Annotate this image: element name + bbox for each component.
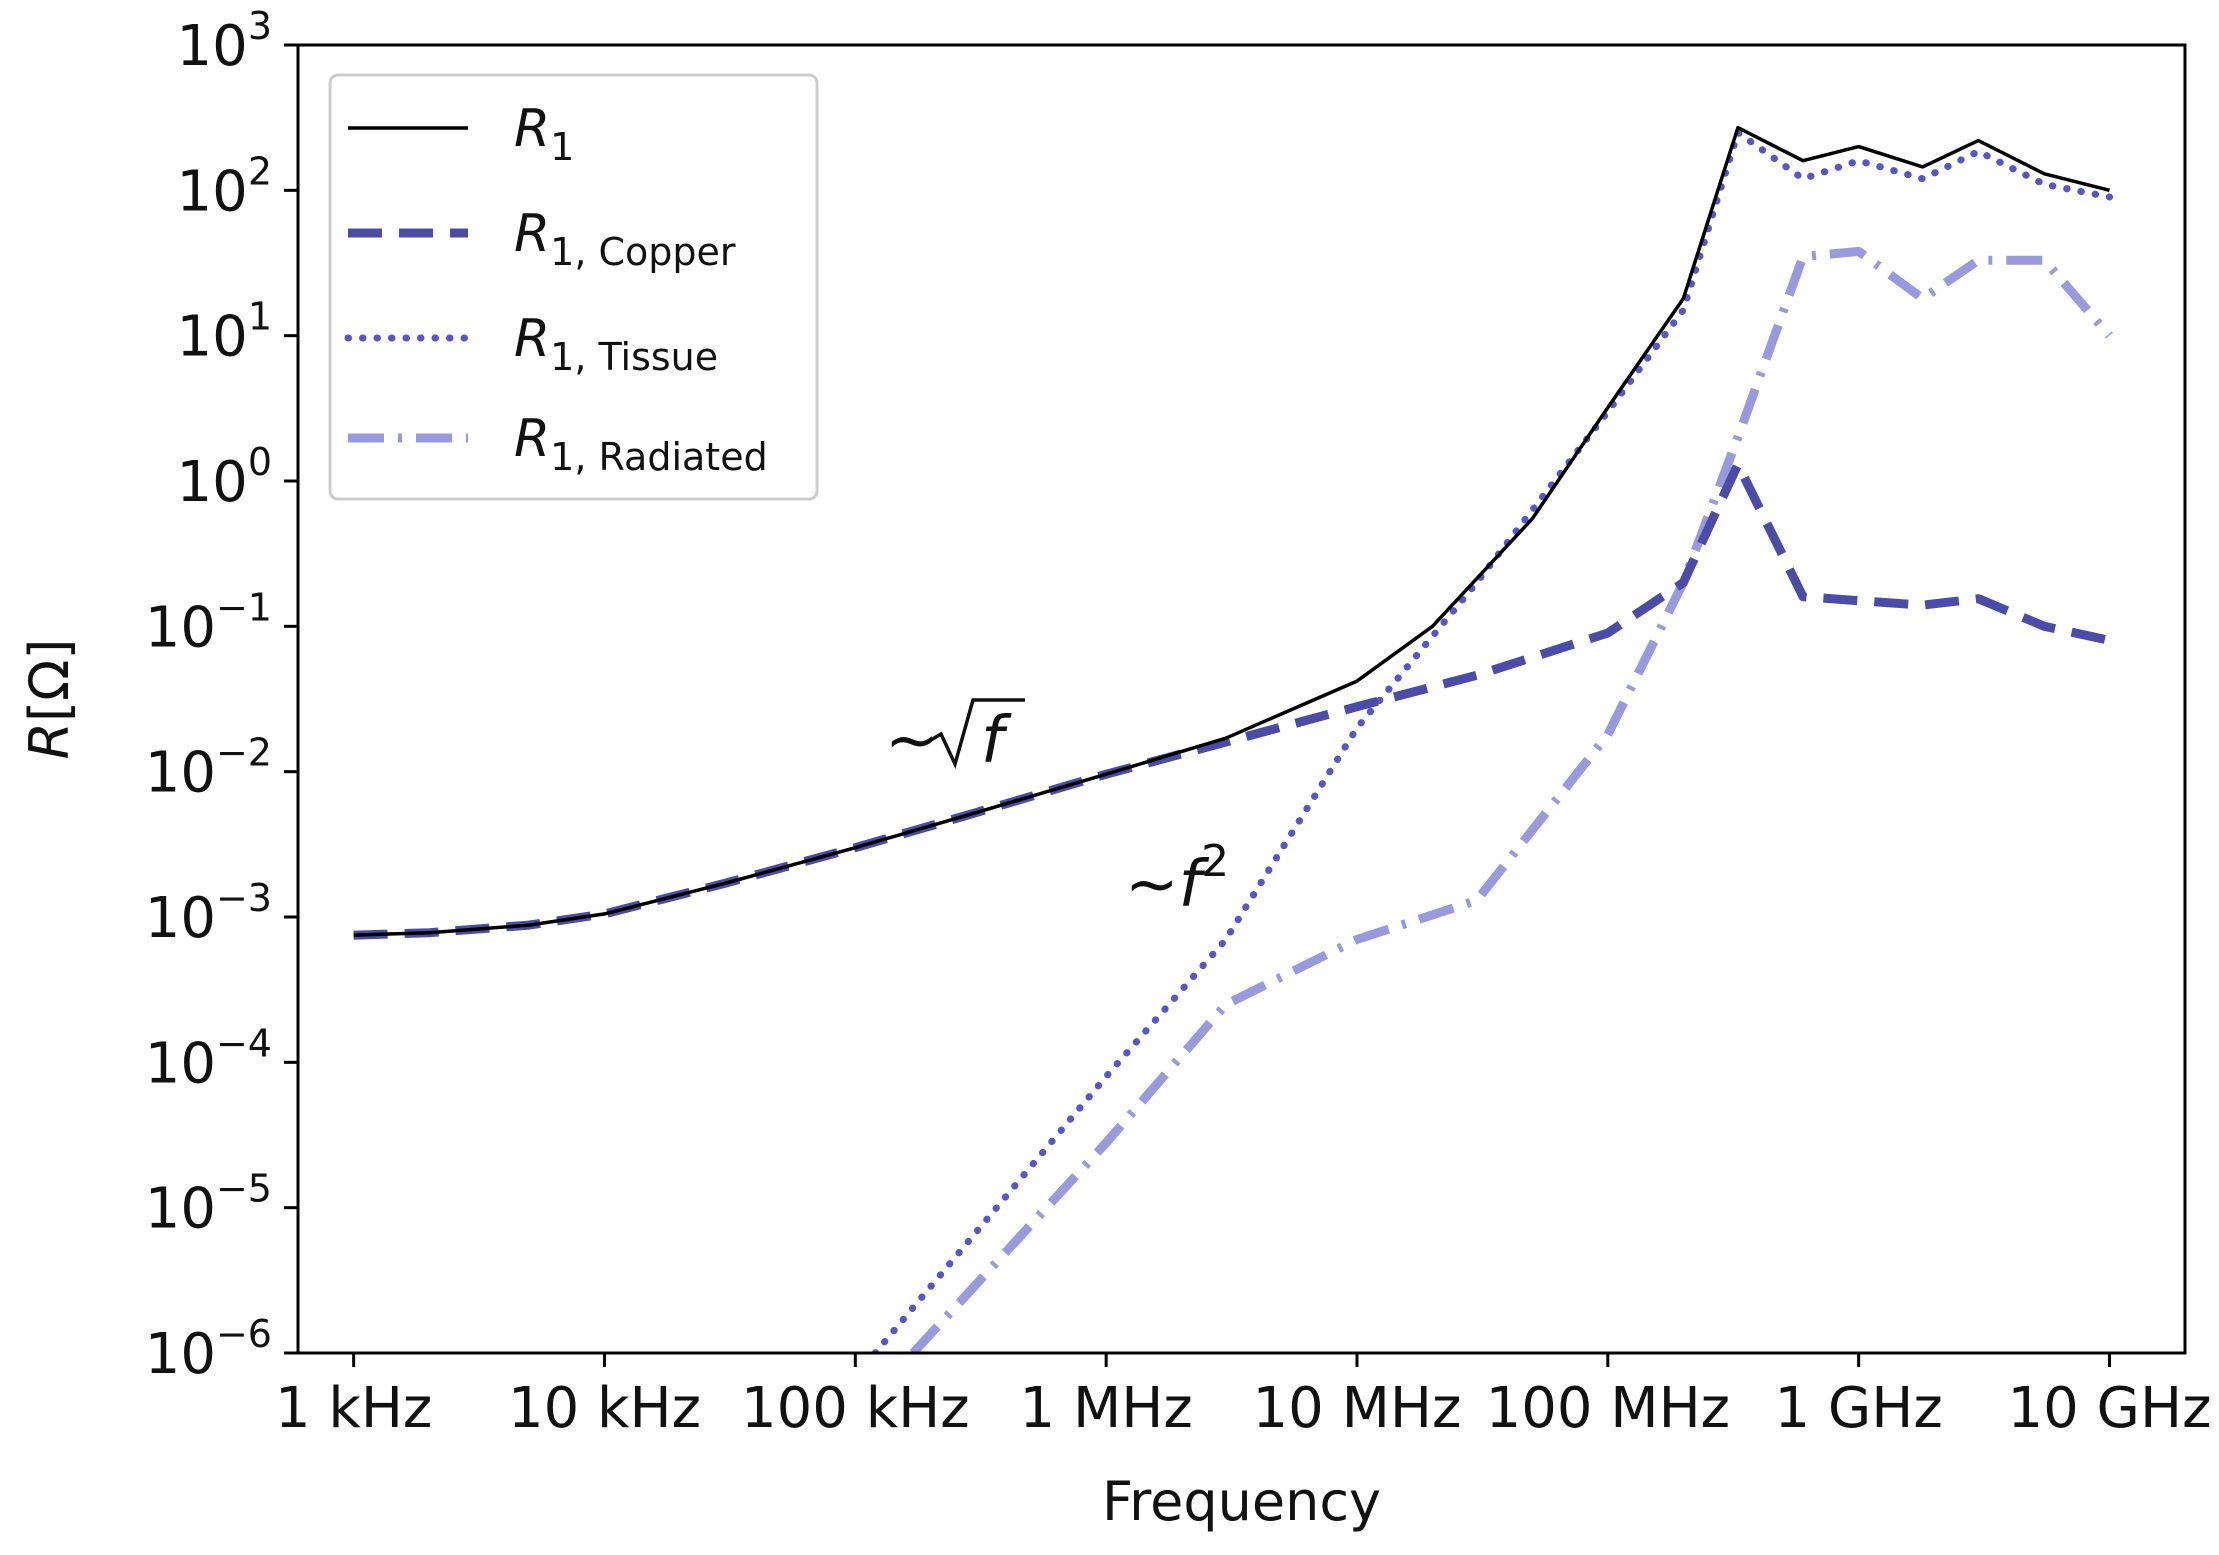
x-tick-label: 100 MHz xyxy=(1486,1376,1731,1441)
y-tick-label: 10−1 xyxy=(145,585,272,660)
x-tick-label: 10 kHz xyxy=(508,1376,701,1441)
x-tick-label: 100 kHz xyxy=(741,1376,970,1441)
legend-label-main: R xyxy=(514,309,550,369)
series-layer xyxy=(353,125,2113,1353)
y-tick-base: 10 xyxy=(145,595,216,660)
legend-label-main: R xyxy=(514,409,550,469)
y-tick-base: 10 xyxy=(145,886,216,951)
x-axis-title: Frequency xyxy=(1102,1470,1381,1533)
y-tick-exponent: 0 xyxy=(248,440,272,484)
series-line-r1-tissue xyxy=(871,129,2113,1353)
y-tick-exponent: −4 xyxy=(216,1021,272,1065)
y-tick-label: 10−6 xyxy=(145,1312,272,1387)
y-tick-exponent: −5 xyxy=(216,1167,272,1211)
legend-label-subscript: 1, Tissue xyxy=(550,335,718,379)
y-tick-base: 10 xyxy=(177,14,248,79)
axes-frame xyxy=(296,43,2187,1355)
y-tick-exponent: 3 xyxy=(248,4,272,48)
annotation-f-squared: ~f2 xyxy=(1125,836,1229,922)
annotation-f-squared-exponent: 2 xyxy=(1201,836,1229,887)
y-axis-title: R[Ω] xyxy=(18,639,81,760)
y-axis-title-group: R[Ω] xyxy=(18,639,81,760)
y-tick-label: 103 xyxy=(177,4,272,79)
x-tick-label: 1 kHz xyxy=(275,1376,432,1441)
legend-label: R1 xyxy=(514,99,574,169)
legend-label-main: R xyxy=(514,99,550,159)
x-tick-label: 10 GHz xyxy=(2008,1376,2212,1441)
legend-label-subscript: 1 xyxy=(550,125,574,169)
series-line-r1-radiated xyxy=(909,246,2113,1353)
legend-label: R1, Copper xyxy=(514,204,736,274)
y-tick-exponent: 2 xyxy=(248,149,272,193)
y-tick-label: 10−4 xyxy=(145,1021,272,1096)
y-tick-exponent: 1 xyxy=(248,295,272,339)
y-tick-label: 101 xyxy=(177,295,272,370)
annotation-sqrt-f-prefix: ~ xyxy=(885,704,939,778)
y-tick-label: 10−2 xyxy=(145,731,272,806)
annotation-f-squared-prefix: ~ xyxy=(1125,848,1179,922)
y-tick-exponent: −3 xyxy=(216,876,272,920)
y-tick-label: 10−5 xyxy=(145,1167,272,1242)
legend-label-subscript: 1, Radiated xyxy=(550,435,768,479)
y-tick-base: 10 xyxy=(145,1322,216,1387)
y-tick-label: 10−3 xyxy=(145,876,272,951)
y-axis-title-unit: [Ω] xyxy=(18,639,81,722)
legend-label: R1, Radiated xyxy=(514,409,768,479)
y-tick-base: 10 xyxy=(177,159,248,224)
x-tick-label: 1 GHz xyxy=(1774,1376,1942,1441)
series-line-r1 xyxy=(353,125,2110,937)
y-tick-base: 10 xyxy=(177,450,248,515)
y-tick-base: 10 xyxy=(145,1177,216,1242)
annotations: ~ f~f2 xyxy=(885,698,1229,922)
radical-sign xyxy=(930,698,1025,770)
legend-box xyxy=(328,73,819,501)
y-tick-base: 10 xyxy=(177,305,248,370)
y-tick-base: 10 xyxy=(145,741,216,806)
y-tick-exponent: −1 xyxy=(216,585,272,629)
legend-label-main: R xyxy=(514,204,550,264)
y-tick-exponent: −2 xyxy=(216,731,272,775)
y-tick-label: 100 xyxy=(177,440,272,515)
x-tick-label: 10 MHz xyxy=(1253,1376,1462,1441)
x-tick-label: 1 MHz xyxy=(1020,1376,1193,1441)
y-tick-base: 10 xyxy=(145,1031,216,1096)
legend-label: R1, Tissue xyxy=(514,309,718,379)
y-axis-title-var: R xyxy=(18,722,81,760)
y-tick-exponent: −6 xyxy=(216,1312,272,1356)
y-tick-label: 102 xyxy=(177,149,272,224)
legend-label-subscript: 1, Copper xyxy=(550,230,736,274)
axes-layer: 1 kHz 10 kHz 100 kHz 1 MHz 10 MHz 100 MHz 1 GH… xyxy=(145,4,2212,1441)
